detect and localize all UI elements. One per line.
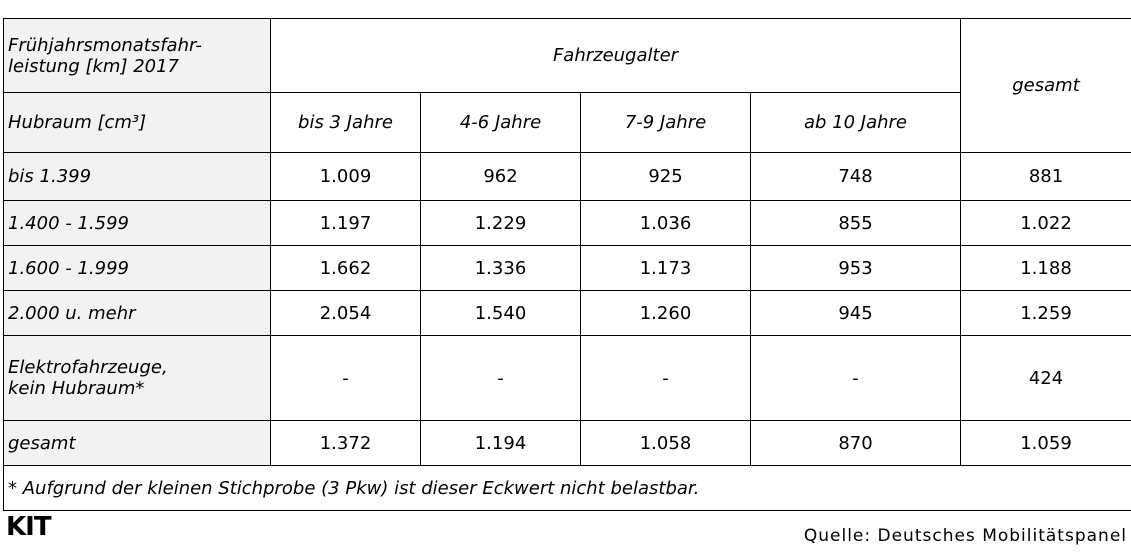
header-row: Frühjahrsmonatsfahr-leistung [km] 2017 F… bbox=[3, 18, 1131, 153]
column-header: bis 3 Jahre bbox=[270, 92, 421, 153]
cell: 855 bbox=[750, 200, 961, 246]
cell: 945 bbox=[750, 290, 961, 336]
row-label-line: 1.600 - 1.999 bbox=[8, 257, 129, 279]
row-label-line: 2.000 u. mehr bbox=[8, 302, 136, 324]
data-row: bis 1.399 1.009 962 925 748 881 bbox=[3, 152, 1131, 201]
cell: 1.662 bbox=[270, 245, 421, 291]
footnote-row: * Aufgrund der kleinen Stichprobe (3 Pkw… bbox=[3, 465, 1131, 511]
row-label-line: bis 1.399 bbox=[8, 166, 92, 187]
header-row: Hubraum [cm³] bis 3 Jahre 4-6 Jahre 7-9 Ja… bbox=[3, 92, 1131, 153]
cell: 1.022 bbox=[960, 200, 1131, 246]
data-row: gesamt 1.372 1.194 1.058 870 1.059 bbox=[3, 420, 1131, 466]
column-header: 7-9 Jahre bbox=[580, 92, 751, 153]
data-row: Elektrofahrzeuge, kein Hubraum* - - - -424 bbox=[3, 335, 1131, 421]
cell: - bbox=[580, 335, 751, 421]
total-header: gesamt bbox=[960, 18, 1131, 153]
cell: - bbox=[270, 335, 421, 421]
cell: 1.372 bbox=[270, 420, 421, 466]
cell: 1.260 bbox=[580, 290, 751, 336]
cell: 870 bbox=[750, 420, 961, 466]
title-cell: Frühjahrsmonatsfahr-leistung [km] 2017 bbox=[3, 18, 271, 93]
cell: 1.540 bbox=[420, 290, 581, 336]
column-header: ab 10 Jahre bbox=[750, 92, 961, 153]
cell: 2.054 bbox=[270, 290, 421, 336]
title-line: leistung [km] 2017 bbox=[8, 55, 180, 77]
row-label: bis 1.399 bbox=[3, 152, 271, 201]
row-label: 1.600 - 1.999 bbox=[3, 245, 271, 291]
cell: 1.188 bbox=[960, 245, 1131, 291]
cell: 962 bbox=[420, 152, 581, 201]
row-label-line: kein Hubraum* bbox=[8, 378, 145, 399]
data-row: 2.000 u. mehr 2.054 1.540 1.260 945 1.259 bbox=[3, 290, 1131, 336]
row-label-line: gesamt bbox=[8, 432, 76, 454]
cell: 1.336 bbox=[420, 245, 581, 291]
cell: 881 bbox=[960, 152, 1131, 201]
source: Quelle: Deutsches Mobilitätspanel bbox=[803, 526, 1127, 546]
cell: 1.173 bbox=[580, 245, 751, 291]
cell: 424 bbox=[960, 335, 1131, 421]
data-row: 1.400 - 1.599 1.197 1.229 1.036 855 1.022 bbox=[3, 200, 1131, 246]
table: Frühjahrsmonatsfahr-leistung [km] 2017 F… bbox=[3, 18, 1131, 511]
row-label: 2.000 u. mehr bbox=[3, 290, 271, 336]
row-label: gesamt bbox=[3, 420, 271, 466]
cell: 1.194 bbox=[420, 420, 581, 466]
logo: KIT bbox=[6, 512, 52, 542]
column-header: 4-6 Jahre bbox=[420, 92, 581, 153]
cell: 953 bbox=[750, 245, 961, 291]
row-label: Elektrofahrzeuge, kein Hubraum* bbox=[3, 335, 271, 421]
cell: - bbox=[750, 335, 961, 421]
row-label-line: 1.400 - 1.599 bbox=[8, 212, 129, 234]
group-header: Fahrzeugalter bbox=[270, 18, 961, 93]
cell: 1.036 bbox=[580, 200, 751, 246]
data-row: 1.600 - 1.999 1.662 1.336 1.173 953 1.188 bbox=[3, 245, 1131, 291]
cell: 1.229 bbox=[420, 200, 581, 246]
title-line: Frühjahrsmonatsfahr- bbox=[8, 34, 202, 56]
cell: 1.259 bbox=[960, 290, 1131, 336]
row-label-line: Elektrofahrzeuge, bbox=[8, 357, 168, 378]
cell: - bbox=[420, 335, 581, 421]
cell: 1.197 bbox=[270, 200, 421, 246]
cell: 1.058 bbox=[580, 420, 751, 466]
cell: 748 bbox=[750, 152, 961, 201]
cell: 925 bbox=[580, 152, 751, 201]
row-header: Hubraum [cm³] bbox=[3, 92, 271, 153]
cell: 1.009 bbox=[270, 152, 421, 201]
row-label: 1.400 - 1.599 bbox=[3, 200, 271, 246]
cell: 1.059 bbox=[960, 420, 1131, 466]
footnote: * Aufgrund der kleinen Stichprobe (3 Pkw… bbox=[3, 465, 1131, 511]
